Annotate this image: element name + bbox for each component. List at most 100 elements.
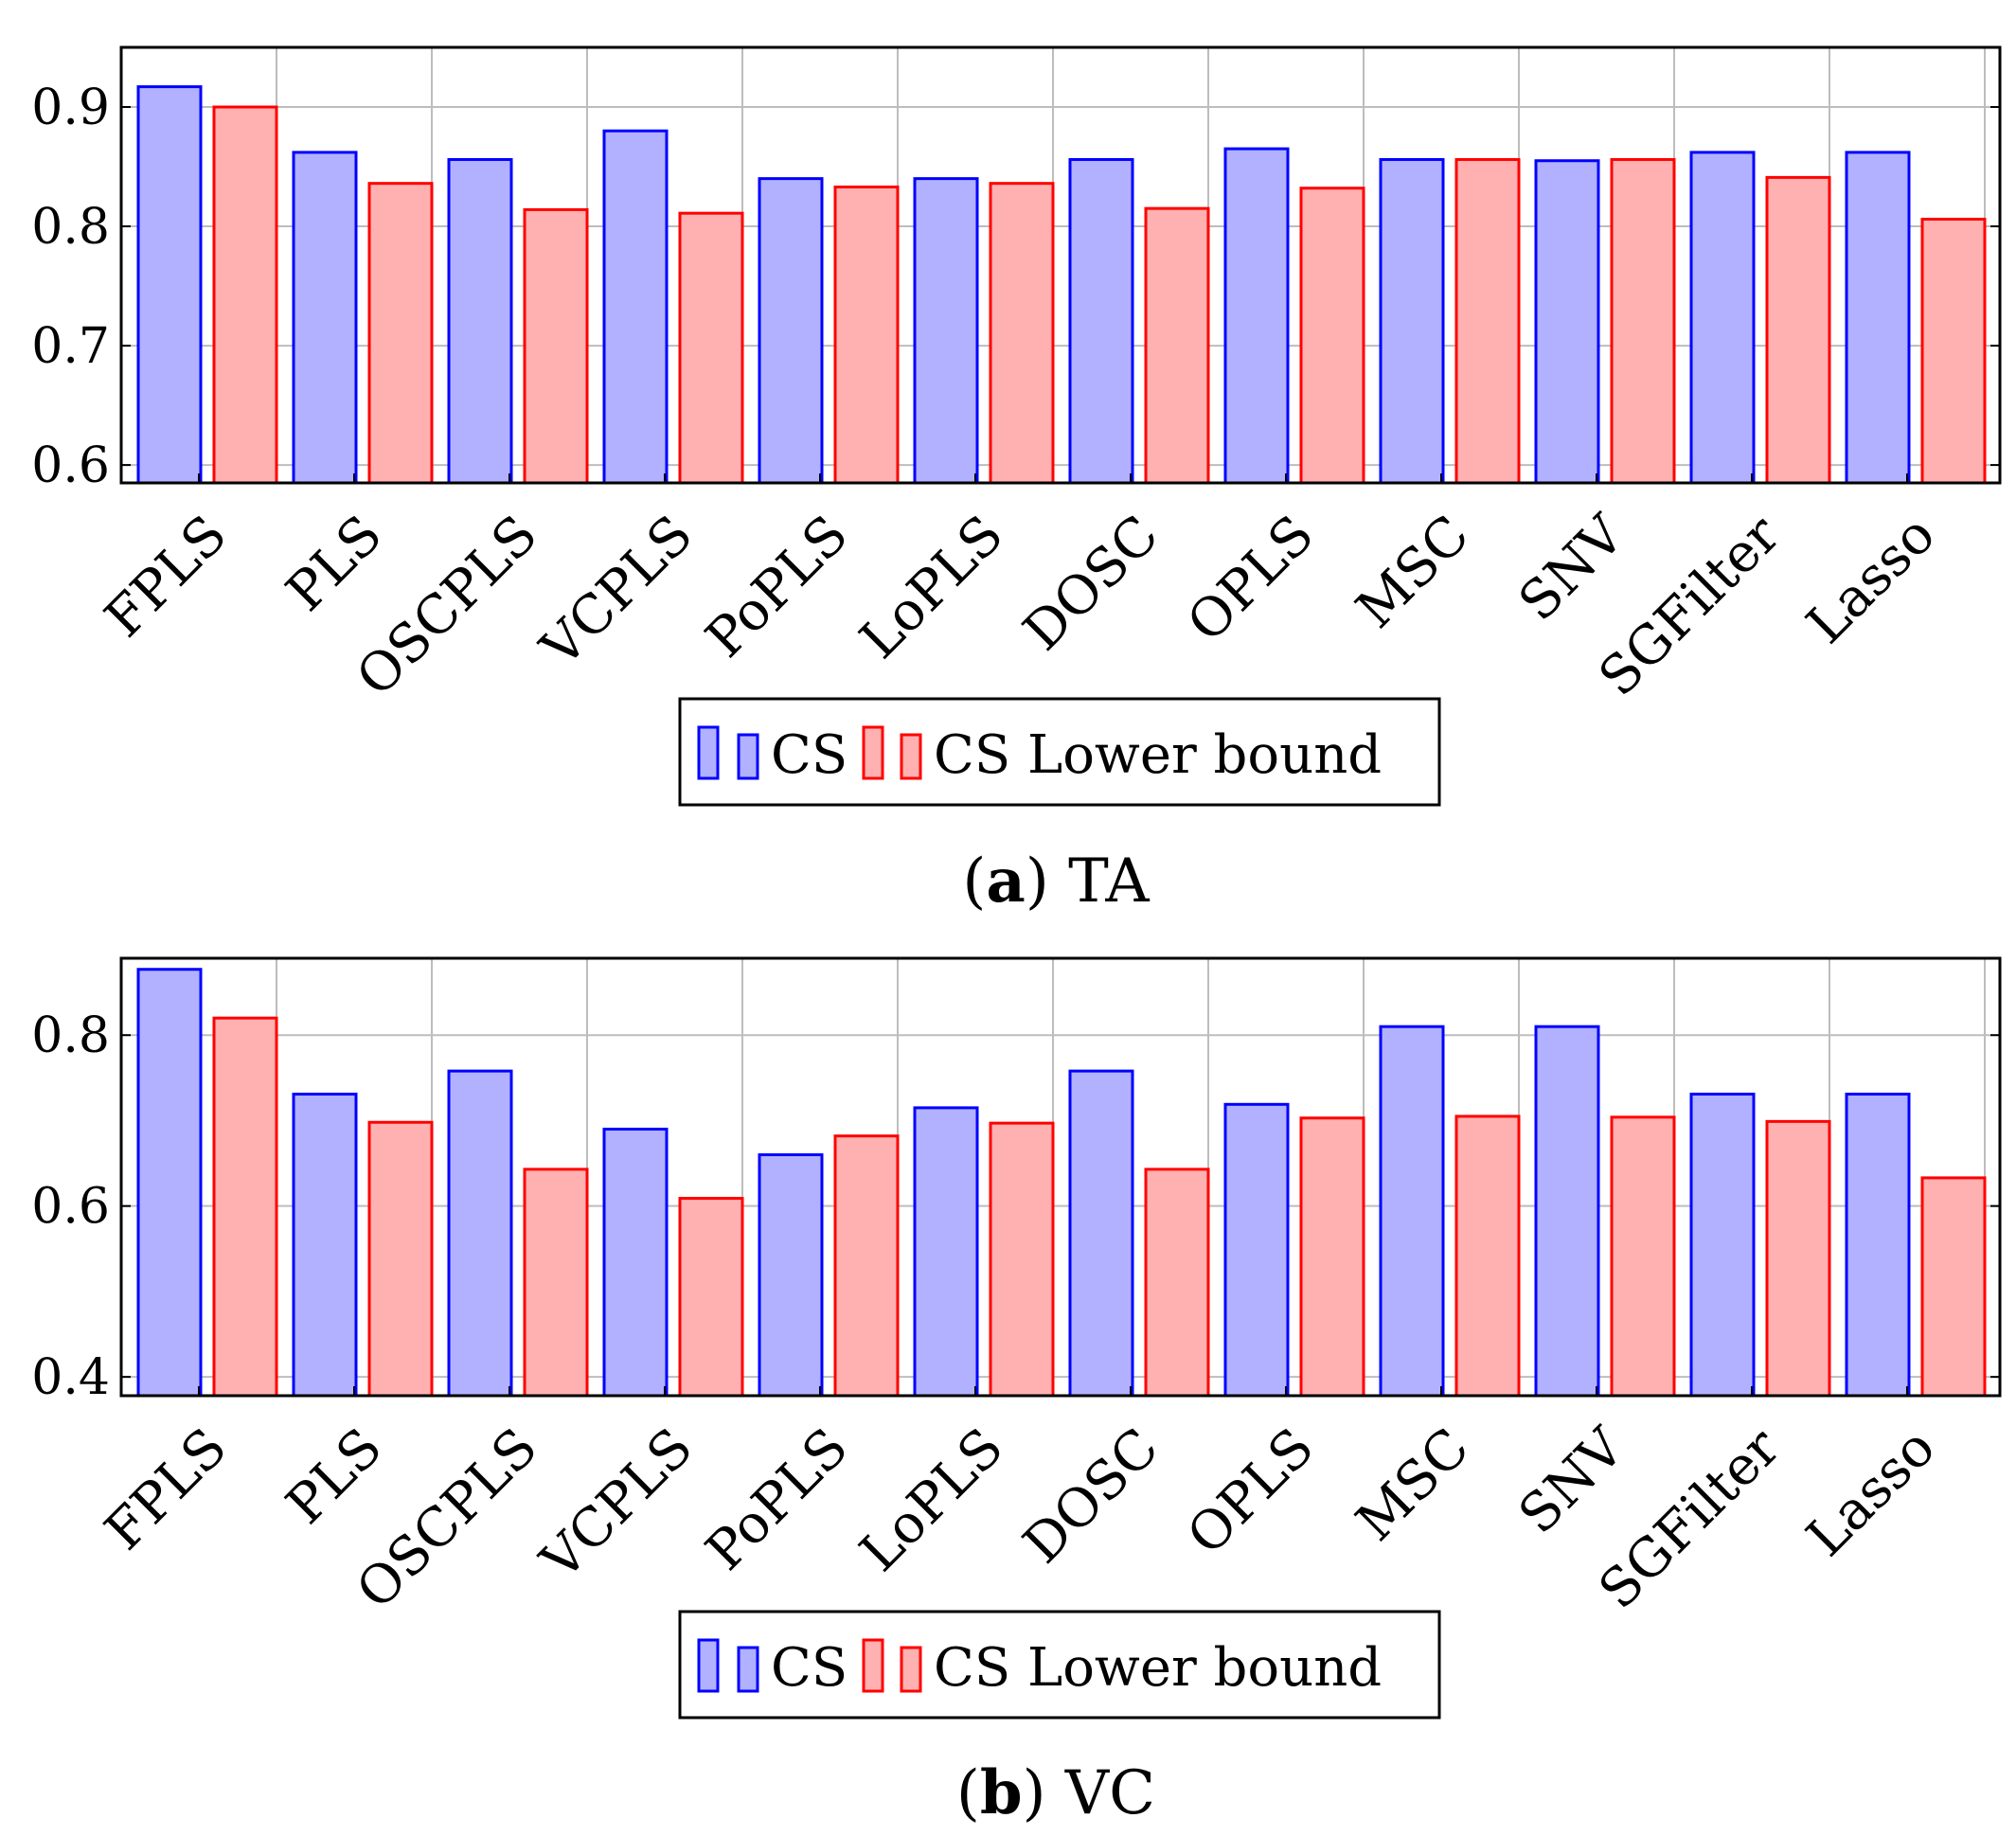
cs-bar-fpls <box>136 968 203 1398</box>
cs-lower-bound-bar-sgfilter <box>1765 175 1831 485</box>
legend-box <box>678 1610 1441 1720</box>
cs-lower-bound-bar-snv <box>1610 1115 1676 1398</box>
cs-bar-vcpls <box>602 1127 669 1398</box>
x-tick-label: Lasso <box>1795 504 1947 655</box>
y-tick-label: 0.6 <box>31 1179 110 1236</box>
cs-bar-fpls <box>136 85 203 485</box>
cs-lower-bound-bar-oscpls <box>523 1168 589 1398</box>
x-tick-label: LoPLS <box>848 504 1015 670</box>
x-tick-label: VCPLS <box>529 504 705 680</box>
axis-frame <box>119 956 2002 1398</box>
cs-lower-bound-bar-lopls <box>989 1121 1055 1398</box>
axis-frame <box>119 45 2002 485</box>
cs-lower-bound-bar-dosc <box>1144 1168 1210 1398</box>
x-tick-label: FPLS <box>94 1417 240 1562</box>
cs-bar-lopls <box>913 177 979 485</box>
cs-lower-bound-bar-pls <box>367 182 434 485</box>
cs-bar-pls <box>292 1092 358 1398</box>
cs-lower-bound-bar-popls <box>833 1134 900 1398</box>
cs-bar-sgfilter <box>1689 151 1756 485</box>
x-tick-label: OPLS <box>1176 1417 1326 1566</box>
cs-bar-snv <box>1534 1025 1600 1398</box>
x-tick-label: FPLS <box>94 504 240 650</box>
x-tick-label: PoPLS <box>694 1417 860 1582</box>
cs-lower-bound-bar-sgfilter <box>1765 1119 1831 1398</box>
legend-label-cs: CS <box>771 724 847 786</box>
cs-bar-lopls <box>913 1106 979 1398</box>
cs-lower-bound-bar-dosc <box>1144 206 1210 485</box>
caption-label: a <box>986 846 1025 917</box>
cs-lower-bound-bar-oscpls <box>523 207 589 485</box>
legend-swatch-cs-lower-bound <box>862 1638 884 1693</box>
caption-text: ) VC <box>1023 1758 1156 1828</box>
cs-lower-bound-bar-vcpls <box>678 211 744 485</box>
y-tick-label: 0.6 <box>31 437 110 494</box>
legend-swatch-cs-lower-bound <box>900 733 922 780</box>
cs-lower-bound-bar-lasso <box>1920 1176 1987 1398</box>
cs-lower-bound-bar-fpls <box>212 1016 278 1398</box>
plot-area <box>121 47 2000 483</box>
legend-label-cs-lower-bound: CS Lower bound <box>934 724 1382 786</box>
cs-bar-msc <box>1379 157 1445 485</box>
cs-bar-oscpls <box>447 157 513 485</box>
legend-swatch-cs <box>697 1638 720 1693</box>
legend-swatch-cs <box>737 1646 759 1693</box>
cs-bar-popls <box>758 177 824 485</box>
legend-swatch-cs <box>737 733 759 780</box>
y-tick-label: 0.9 <box>31 80 110 136</box>
x-tick-label: PLS <box>275 504 394 623</box>
x-tick-label: DOSC <box>1012 1417 1171 1576</box>
legend-box <box>678 697 1441 807</box>
panel-caption: (a) TA <box>962 846 1150 917</box>
legend: CS CS Lower bound <box>678 697 1441 807</box>
legend: CS CS Lower bound <box>678 1610 1441 1720</box>
cs-lower-bound-bar-snv <box>1610 157 1676 485</box>
cs-lower-bound-bar-lopls <box>989 182 1055 485</box>
x-tick-label: LoPLS <box>848 1417 1015 1583</box>
x-tick-label: Lasso <box>1795 1417 1947 1568</box>
x-tick-label: MSC <box>1345 1417 1481 1553</box>
cs-bar-snv <box>1534 159 1600 485</box>
caption-label: b <box>980 1757 1023 1828</box>
legend-swatch-cs <box>697 725 720 780</box>
cs-bar-oscpls <box>447 1069 513 1398</box>
cs-lower-bound-bar-vcpls <box>678 1197 744 1398</box>
y-tick-label: 0.8 <box>31 199 110 256</box>
y-tick-label: 0.7 <box>31 318 110 375</box>
x-tick-label: OPLS <box>1176 504 1326 653</box>
x-tick-label: SNV <box>1508 503 1637 633</box>
cs-bar-dosc <box>1068 1069 1134 1398</box>
cs-lower-bound-bar-popls <box>833 185 900 485</box>
x-tick-label: VCPLS <box>529 1417 705 1593</box>
y-tick-label: 0.8 <box>31 1007 110 1064</box>
cs-lower-bound-bar-msc <box>1454 157 1521 485</box>
cs-bar-lasso <box>1845 151 1911 485</box>
cs-bar-opls <box>1223 1102 1290 1398</box>
cs-bar-vcpls <box>602 129 669 485</box>
legend-swatch-cs-lower-bound <box>862 725 884 780</box>
cs-lower-bound-bar-fpls <box>212 105 278 485</box>
legend-label-cs-lower-bound: CS Lower bound <box>934 1637 1382 1699</box>
cs-lower-bound-bar-msc <box>1454 1114 1521 1398</box>
cs-bar-opls <box>1223 147 1290 485</box>
x-tick-label: PLS <box>275 1417 394 1536</box>
y-tick-label: 0.4 <box>31 1349 110 1406</box>
cs-bar-pls <box>292 151 358 485</box>
caption-paren: ( <box>962 847 986 917</box>
caption-paren: ( <box>956 1758 980 1828</box>
panel-caption: (b) VC <box>956 1757 1155 1828</box>
cs-bar-dosc <box>1068 157 1134 485</box>
x-tick-label: SNV <box>1508 1416 1637 1545</box>
legend-label-cs: CS <box>771 1637 847 1699</box>
cs-lower-bound-bar-opls <box>1299 1116 1365 1398</box>
legend-swatch-cs-lower-bound <box>900 1646 922 1693</box>
cs-lower-bound-bar-pls <box>367 1120 434 1398</box>
cs-bar-sgfilter <box>1689 1092 1756 1398</box>
cs-bar-popls <box>758 1153 824 1398</box>
cs-lower-bound-bar-opls <box>1299 187 1365 485</box>
x-tick-label: DOSC <box>1012 504 1171 663</box>
x-tick-label: MSC <box>1345 504 1481 640</box>
